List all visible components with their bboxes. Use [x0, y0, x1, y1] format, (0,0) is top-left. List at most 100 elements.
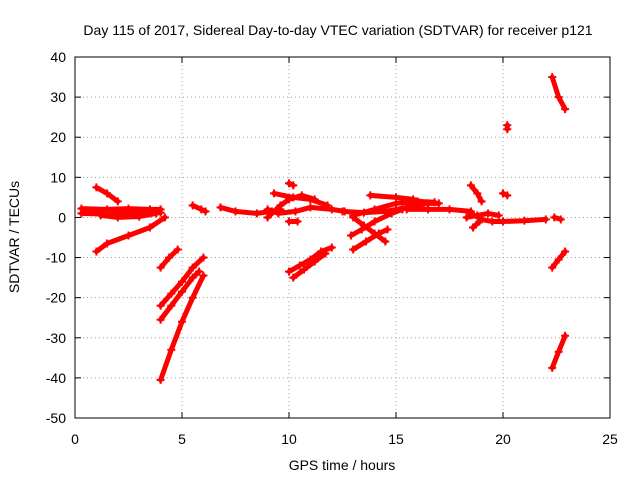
data-point	[541, 215, 550, 224]
data-point	[113, 197, 122, 206]
data-point	[370, 217, 379, 226]
data-point	[173, 245, 182, 254]
data-point	[554, 93, 563, 102]
data-point	[327, 243, 336, 252]
y-axis-label: SDTVAR / TECUs	[6, 181, 22, 293]
data-point	[156, 263, 165, 272]
data-point	[310, 257, 319, 266]
data-point	[201, 207, 210, 216]
data-point	[195, 267, 204, 276]
data-trace	[350, 214, 388, 244]
data-point	[197, 205, 206, 214]
data-point	[554, 347, 563, 356]
data-point	[477, 197, 486, 206]
data-point	[387, 209, 396, 218]
data-point	[178, 287, 186, 296]
x-tick-label: 10	[281, 431, 297, 447]
data-point	[188, 201, 197, 210]
data-point	[484, 209, 493, 218]
data-point	[475, 217, 484, 226]
y-tick-label: -40	[46, 370, 66, 386]
data-point	[113, 213, 122, 222]
data-point	[499, 217, 507, 226]
data-point	[178, 277, 186, 286]
data-point	[231, 207, 240, 216]
data-point	[165, 253, 174, 262]
data-point	[499, 189, 507, 198]
data-point	[349, 245, 358, 254]
data-trace	[367, 192, 431, 206]
data-point	[424, 205, 433, 214]
data-point	[289, 193, 298, 202]
x-tick-label: 0	[71, 431, 79, 447]
data-point	[445, 205, 454, 214]
data-point	[216, 203, 225, 212]
data-point	[473, 189, 482, 198]
data-point	[503, 125, 512, 134]
data-point	[293, 217, 302, 226]
y-tick-label: 0	[58, 209, 66, 225]
data-point	[299, 265, 308, 274]
y-tick-label: 10	[50, 169, 66, 185]
data-point	[270, 189, 279, 198]
y-tick-label: -10	[46, 250, 66, 266]
x-axis-label: GPS time / hours	[289, 457, 396, 473]
data-point	[550, 213, 559, 222]
data-point	[199, 271, 208, 280]
y-tick-label: 20	[50, 129, 66, 145]
data-point	[156, 375, 165, 384]
data-point	[289, 273, 298, 282]
data-point	[554, 255, 563, 264]
data-point	[349, 213, 358, 222]
data-point	[503, 191, 512, 200]
data-trace	[464, 210, 502, 220]
data-point	[347, 231, 356, 240]
y-tick-label: -20	[46, 290, 66, 306]
data-point	[103, 189, 112, 198]
chart-title: Day 115 of 2017, Sidereal Day-to-day VTE…	[83, 22, 592, 38]
data-point	[323, 201, 332, 210]
data-point	[77, 209, 86, 218]
data-point	[381, 237, 390, 246]
data-point	[473, 211, 482, 220]
data-point	[152, 209, 161, 218]
data-point	[156, 301, 165, 310]
data-point	[561, 105, 570, 114]
data-point	[263, 213, 272, 222]
data-point	[145, 223, 154, 232]
plot-frame	[74, 56, 611, 419]
data-point	[374, 229, 383, 238]
data-point	[199, 253, 208, 262]
data-point	[306, 195, 315, 204]
data-point	[188, 293, 197, 302]
data-point	[561, 331, 570, 340]
data-point	[167, 345, 176, 354]
data-point	[96, 211, 105, 220]
y-tick-label: -30	[46, 330, 66, 346]
data-point	[556, 215, 565, 224]
data-point	[370, 205, 379, 214]
data-point	[103, 239, 112, 248]
data-point	[402, 205, 411, 214]
data-point	[291, 207, 300, 216]
data-point	[306, 203, 315, 212]
data-point	[561, 247, 570, 256]
data-point	[178, 317, 186, 326]
data-point	[362, 237, 371, 246]
data-point	[392, 193, 400, 202]
data-point	[276, 201, 285, 210]
data-point	[188, 263, 197, 272]
data-point	[321, 249, 330, 258]
y-tick-label: -50	[46, 410, 66, 426]
x-tick-label: 25	[602, 431, 618, 447]
data-trace	[350, 227, 390, 252]
data-traces	[77, 73, 570, 384]
data-point	[252, 209, 261, 218]
data-point	[289, 181, 298, 190]
data-point	[285, 217, 293, 226]
data-point	[263, 205, 272, 214]
data-point	[92, 247, 101, 256]
data-point	[92, 183, 101, 192]
data-point	[430, 198, 439, 207]
data-point	[548, 263, 557, 272]
